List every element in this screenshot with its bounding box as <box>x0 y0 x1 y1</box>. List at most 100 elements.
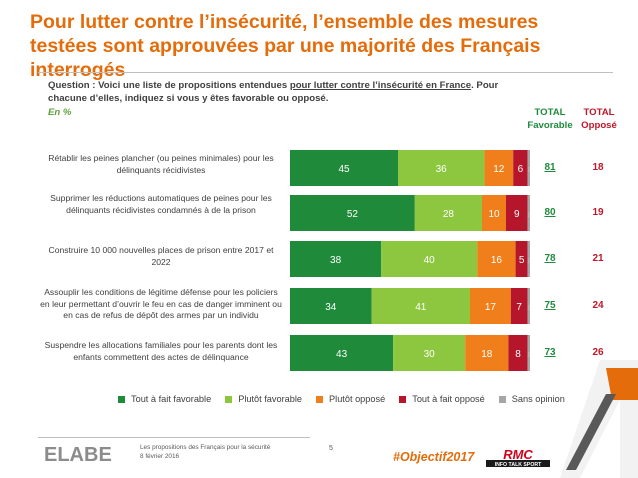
bar-segment <box>506 195 528 231</box>
legend-swatch <box>118 395 125 403</box>
bar-segment <box>515 241 528 277</box>
data-label: 1 <box>527 305 531 312</box>
bar-segment <box>477 241 516 277</box>
data-label: 16 <box>491 255 503 266</box>
legend-label: Tout à fait opposé <box>412 394 485 404</box>
data-label: 41 <box>415 302 427 313</box>
footer-line2: 8 février 2016 <box>140 453 180 460</box>
rmc-logo: RMC INFO TALK SPORT <box>482 446 554 468</box>
legend-item: Plutôt opposé <box>316 394 385 404</box>
total-favorable-value: 75 <box>544 300 556 311</box>
data-label: 9 <box>514 209 520 220</box>
data-label: 40 <box>424 255 436 266</box>
bar-segment <box>527 335 530 371</box>
bar-segment <box>482 195 506 231</box>
total-oppose-value: 24 <box>592 300 604 311</box>
page-title: Pour lutter contre l’insécurité, l’ensem… <box>30 11 541 81</box>
data-label: 5 <box>519 255 525 266</box>
data-label: 52 <box>347 209 359 220</box>
rmc-logo-text: RMC <box>503 447 533 462</box>
bar-segment <box>470 288 511 324</box>
category-label: Construire 10 000 nouvelles places de pr… <box>48 245 274 267</box>
page-number: 5 <box>329 445 333 452</box>
data-label: 1 <box>527 258 531 265</box>
elabe-logo: ELABE <box>44 444 112 464</box>
legend-item: Sans opinion <box>498 394 565 404</box>
data-label: 10 <box>488 209 500 220</box>
bar-segment <box>290 335 394 371</box>
total-oppose-value: 19 <box>592 207 604 218</box>
data-label: 18 <box>481 349 493 360</box>
rmc-tagline: INFO TALK SPORT <box>495 462 542 468</box>
total-favorable-value: 73 <box>544 347 556 358</box>
category-label: Supprimer les réductions automatiques de… <box>50 193 272 215</box>
bar-segment <box>484 150 514 186</box>
bar-segment <box>510 288 528 324</box>
category-label: Rétablir les peines plancher (ou peines … <box>48 153 274 175</box>
footer-line1: Les propositions des Français pour la sé… <box>140 444 271 451</box>
chart-legend: Tout à fait favorable Plutôt favorable Plu… <box>118 394 579 404</box>
bar-segment <box>527 288 530 324</box>
data-label: 34 <box>325 302 337 313</box>
bar-segment <box>290 150 398 186</box>
bar-segment <box>290 288 372 324</box>
total-favorable-value: 78 <box>544 253 556 264</box>
data-label: 38 <box>330 255 342 266</box>
total-favorable-value: 80 <box>544 207 556 218</box>
data-label: 1 <box>527 212 531 219</box>
data-label: 45 <box>338 164 350 175</box>
data-label: 6 <box>518 164 524 175</box>
total-oppose-header: TOTAL Opposé <box>581 107 617 131</box>
data-label: 28 <box>443 209 455 220</box>
data-label: 17 <box>485 302 497 313</box>
legend-item: Tout à fait favorable <box>118 394 211 404</box>
data-label: 1 <box>527 167 531 174</box>
legend-item: Tout à fait opposé <box>399 394 485 404</box>
bar-segment <box>393 335 466 371</box>
total-favorable-value: 81 <box>544 162 556 173</box>
elabe-logo-text: ELABE <box>44 444 112 464</box>
bar-segment <box>290 195 415 231</box>
legend-label: Tout à fait favorable <box>131 394 212 404</box>
survey-question: Question : Voici une liste de propositio… <box>48 79 528 105</box>
bar-segment <box>398 150 485 186</box>
total-oppose-value: 21 <box>592 253 604 264</box>
bar-segment <box>371 288 470 324</box>
legend-label: Sans opinion <box>511 394 565 404</box>
bar-segment <box>508 335 528 371</box>
question-suffix: . Pour chacune d’elles, indiquez si vous… <box>48 80 499 104</box>
question-prefix: Question : Voici une liste de propositio… <box>48 80 290 91</box>
footer-divider <box>38 437 310 438</box>
category-label: Assouplir les conditions de légitime déf… <box>40 287 282 320</box>
title-divider <box>38 72 613 73</box>
legend-item: Plutôt favorable <box>225 394 302 404</box>
total-favorable-header: TOTAL Favorable <box>527 107 573 131</box>
unit-label: En % <box>48 107 72 118</box>
bar-segment <box>513 150 528 186</box>
bar-segment <box>527 195 530 231</box>
data-label: 8 <box>515 349 521 360</box>
total-oppose-value: 18 <box>592 162 604 173</box>
legend-swatch <box>225 395 233 403</box>
bar-segment <box>527 241 530 277</box>
decorative-a-shape <box>560 360 638 478</box>
legend-label: Plutôt favorable <box>238 394 303 404</box>
bar-segment <box>527 150 530 186</box>
data-label: 36 <box>436 164 448 175</box>
question-underlined: pour lutter contre l’insécurité en Franc… <box>289 80 472 91</box>
bar-segment <box>465 335 509 371</box>
legend-swatch <box>316 395 324 403</box>
footer-note: Les propositions des Français pour la sé… <box>140 443 270 461</box>
bar-segment <box>414 195 482 231</box>
legend-swatch <box>399 395 407 403</box>
data-label: 12 <box>493 164 505 175</box>
data-label: 43 <box>336 349 348 360</box>
hashtag: #Objectif2017 <box>393 450 475 464</box>
category-label: Suspendre les allocations familiales pou… <box>44 340 278 362</box>
data-label: 30 <box>424 349 436 360</box>
bar-segment <box>381 241 478 277</box>
data-label: 1 <box>527 352 531 359</box>
legend-swatch <box>498 395 506 403</box>
legend-label: Plutôt opposé <box>329 394 386 404</box>
